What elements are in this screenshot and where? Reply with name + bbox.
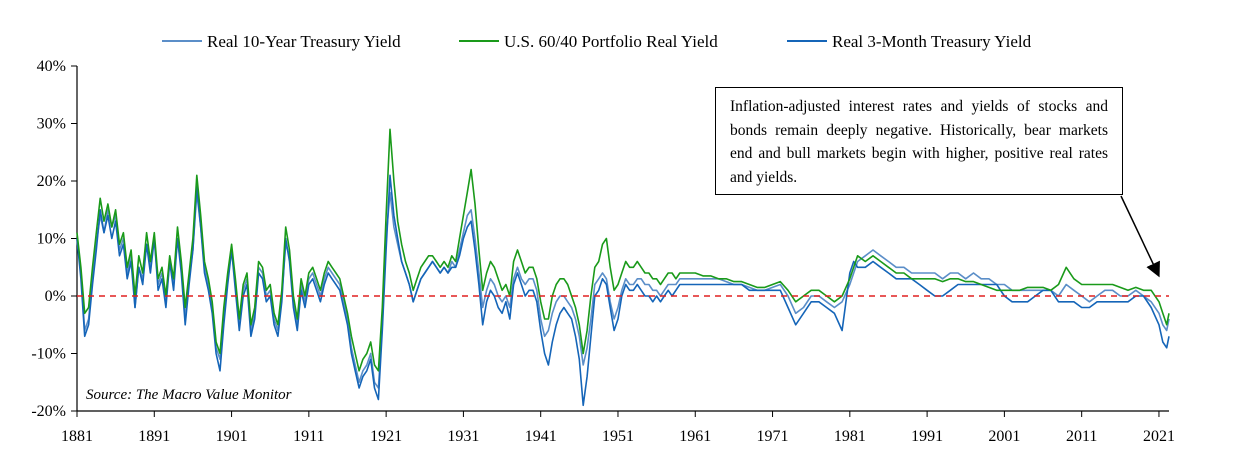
- series-line-real_3m: [76, 174, 1170, 407]
- x-tick-label: 2021: [1143, 428, 1175, 445]
- x-tick-label: 1991: [911, 428, 943, 445]
- legend-label-portfolio: U.S. 60/40 Portfolio Real Yield: [504, 32, 718, 51]
- y-tick-label: 40%: [37, 58, 66, 75]
- x-tick-label: 1971: [757, 428, 789, 445]
- x-tick-label: 1891: [138, 428, 170, 445]
- legend-label-real_10y: Real 10-Year Treasury Yield: [207, 32, 401, 51]
- legend-label-real_3m: Real 3-Month Treasury Yield: [832, 32, 1032, 51]
- x-tick-label: 1961: [679, 428, 711, 445]
- y-tick-label: 10%: [37, 231, 66, 248]
- x-tick-label: 1981: [834, 428, 866, 445]
- x-tick-label: 1951: [602, 428, 634, 445]
- x-tick-label: 1921: [370, 428, 402, 445]
- legend: Real 10-Year Treasury Yield U.S. 60/40 Po…: [162, 32, 1032, 51]
- x-tick-label: 1901: [216, 428, 248, 445]
- x-tick-label: 2011: [1066, 428, 1097, 445]
- x-tick-label: 1941: [525, 428, 557, 445]
- y-tick-label: 0%: [45, 288, 66, 305]
- y-tick-label: 30%: [37, 116, 66, 133]
- y-tick-label: -20%: [31, 403, 66, 420]
- x-tick-label: 1881: [61, 428, 93, 445]
- x-tick-label: 1911: [293, 428, 324, 445]
- source-note: Source: The Macro Value Monitor: [86, 387, 292, 403]
- axes: 40% 30% 20% 10% 0% -10% -20% 1881 1891 1901 1911 19…: [31, 58, 1175, 445]
- y-tick-label: 20%: [37, 173, 66, 190]
- y-tick-label: -10%: [31, 346, 66, 363]
- x-tick-label: 1931: [447, 428, 479, 445]
- series-lines: [76, 128, 1170, 407]
- annotation-box: Inflation-adjusted interest rates and yi…: [715, 87, 1123, 195]
- x-tick-label: 2001: [988, 428, 1020, 445]
